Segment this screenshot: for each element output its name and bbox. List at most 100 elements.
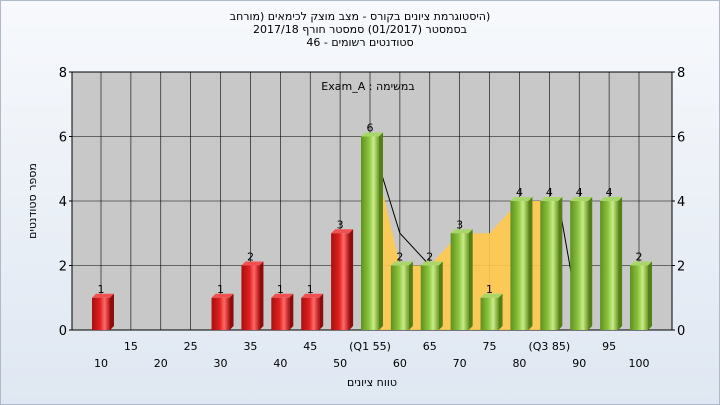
bar-side	[588, 197, 593, 330]
bar-top	[301, 293, 324, 298]
bar	[331, 233, 350, 330]
bar	[480, 297, 499, 330]
bar-top	[420, 261, 443, 266]
y-tick-label-right: 6	[677, 131, 685, 146]
bar-value-label: 6	[367, 122, 374, 135]
bar-side	[110, 293, 114, 330]
bar-side	[528, 197, 533, 330]
bar	[540, 201, 559, 330]
bar-side	[408, 261, 413, 330]
bar-value-label: 2	[247, 251, 254, 264]
bar-side	[319, 293, 324, 330]
bar-value-label: 3	[456, 218, 463, 231]
bar	[241, 265, 260, 330]
bar-side	[498, 293, 503, 330]
bar-side	[468, 229, 473, 330]
chart-title-line-2: בסמסטר (01/2017) סמסטר חורף 2017/18	[253, 23, 467, 36]
bar	[301, 297, 320, 330]
x-tick-label: 60	[393, 357, 407, 370]
bar-value-label: 2	[426, 251, 433, 264]
bar-value-label: 4	[576, 186, 583, 199]
x-tick-label: 15	[124, 340, 138, 353]
x-tick-label: 35	[243, 340, 257, 353]
x-tick-label: 70	[453, 357, 467, 370]
x-tick-label: 75	[483, 340, 497, 353]
y-tick-label-left: 4	[59, 195, 67, 210]
bar-side	[259, 261, 264, 330]
x-tick-label: (Q3 85)	[528, 340, 570, 353]
x-tick-label: 65	[423, 340, 437, 353]
task-annotation: במשימה : Exam_A	[321, 80, 414, 93]
x-axis-title: טווח ציונים	[347, 376, 397, 389]
x-tick-label: 25	[184, 340, 198, 353]
bar-side	[648, 261, 652, 330]
bar-value-label: 1	[486, 283, 493, 296]
y-tick-label-left: 6	[59, 131, 67, 146]
bar-value-label: 1	[307, 283, 314, 296]
bar-value-label: 4	[516, 186, 523, 199]
x-tick-label: 100	[629, 357, 650, 370]
bar	[630, 265, 648, 330]
bar-top	[600, 197, 623, 201]
bar-top	[510, 197, 533, 201]
bar	[271, 297, 290, 330]
bar	[92, 297, 110, 330]
x-tick-label: 40	[273, 357, 287, 370]
bar	[600, 201, 619, 330]
bar-top	[540, 197, 563, 201]
bar-side	[438, 261, 443, 330]
bar-side	[379, 132, 383, 330]
chart-title-line-3: סטודנטים רשומים - 46	[306, 36, 414, 49]
x-tick-label: 30	[214, 357, 228, 370]
bar-top	[331, 229, 354, 234]
bar-value-label: 1	[277, 283, 284, 296]
y-tick-label-left: 2	[59, 260, 67, 275]
bar	[420, 265, 439, 330]
bar-side	[558, 197, 563, 330]
bar-top	[480, 293, 503, 298]
bar-top	[630, 261, 652, 266]
bar	[211, 297, 230, 330]
bar	[361, 136, 379, 330]
chart-title-line-1: (היסטוגרמת ציונים בקורס - מצב מוצק לכימא…	[229, 10, 491, 23]
y-tick-label-left: 8	[59, 66, 67, 81]
bar-top	[211, 293, 234, 298]
x-tick-label: 80	[512, 357, 526, 370]
bar-top	[92, 293, 114, 298]
bar	[450, 233, 469, 330]
bar-value-label: 2	[396, 251, 403, 264]
y-axis-title: מספר סטודנטים	[26, 163, 39, 239]
bar	[390, 265, 409, 330]
bar-side	[349, 229, 354, 330]
y-tick-label-right: 8	[677, 66, 685, 81]
y-tick-label-left: 0	[59, 324, 67, 339]
y-tick-label-right: 2	[677, 260, 685, 275]
bar-side	[618, 197, 623, 330]
bar-value-label: 1	[217, 283, 224, 296]
x-tick-label: 10	[94, 357, 108, 370]
bar	[570, 201, 589, 330]
bar-value-label: 3	[337, 218, 344, 231]
x-tick-label: 45	[303, 340, 317, 353]
bar-top	[450, 229, 473, 234]
x-tick-label: 50	[333, 357, 347, 370]
bar	[510, 201, 529, 330]
bar-top	[570, 197, 593, 201]
bar-top	[271, 293, 294, 298]
bar-value-label: 2	[636, 251, 643, 264]
bar-side	[229, 293, 234, 330]
bar-top	[241, 261, 264, 266]
bar-value-label: 1	[98, 283, 105, 296]
bar-top	[361, 132, 383, 137]
bar-top	[390, 261, 413, 266]
bar-side	[289, 293, 294, 330]
x-tick-label: 90	[572, 357, 586, 370]
bar-value-label: 4	[606, 186, 613, 199]
bar-value-label: 4	[546, 186, 553, 199]
y-tick-label-right: 4	[677, 195, 685, 210]
x-tick-label: (Q1 55)	[349, 340, 391, 353]
x-tick-label: 20	[154, 357, 168, 370]
y-tick-label-right: 0	[677, 324, 685, 339]
x-tick-label: 95	[602, 340, 616, 353]
